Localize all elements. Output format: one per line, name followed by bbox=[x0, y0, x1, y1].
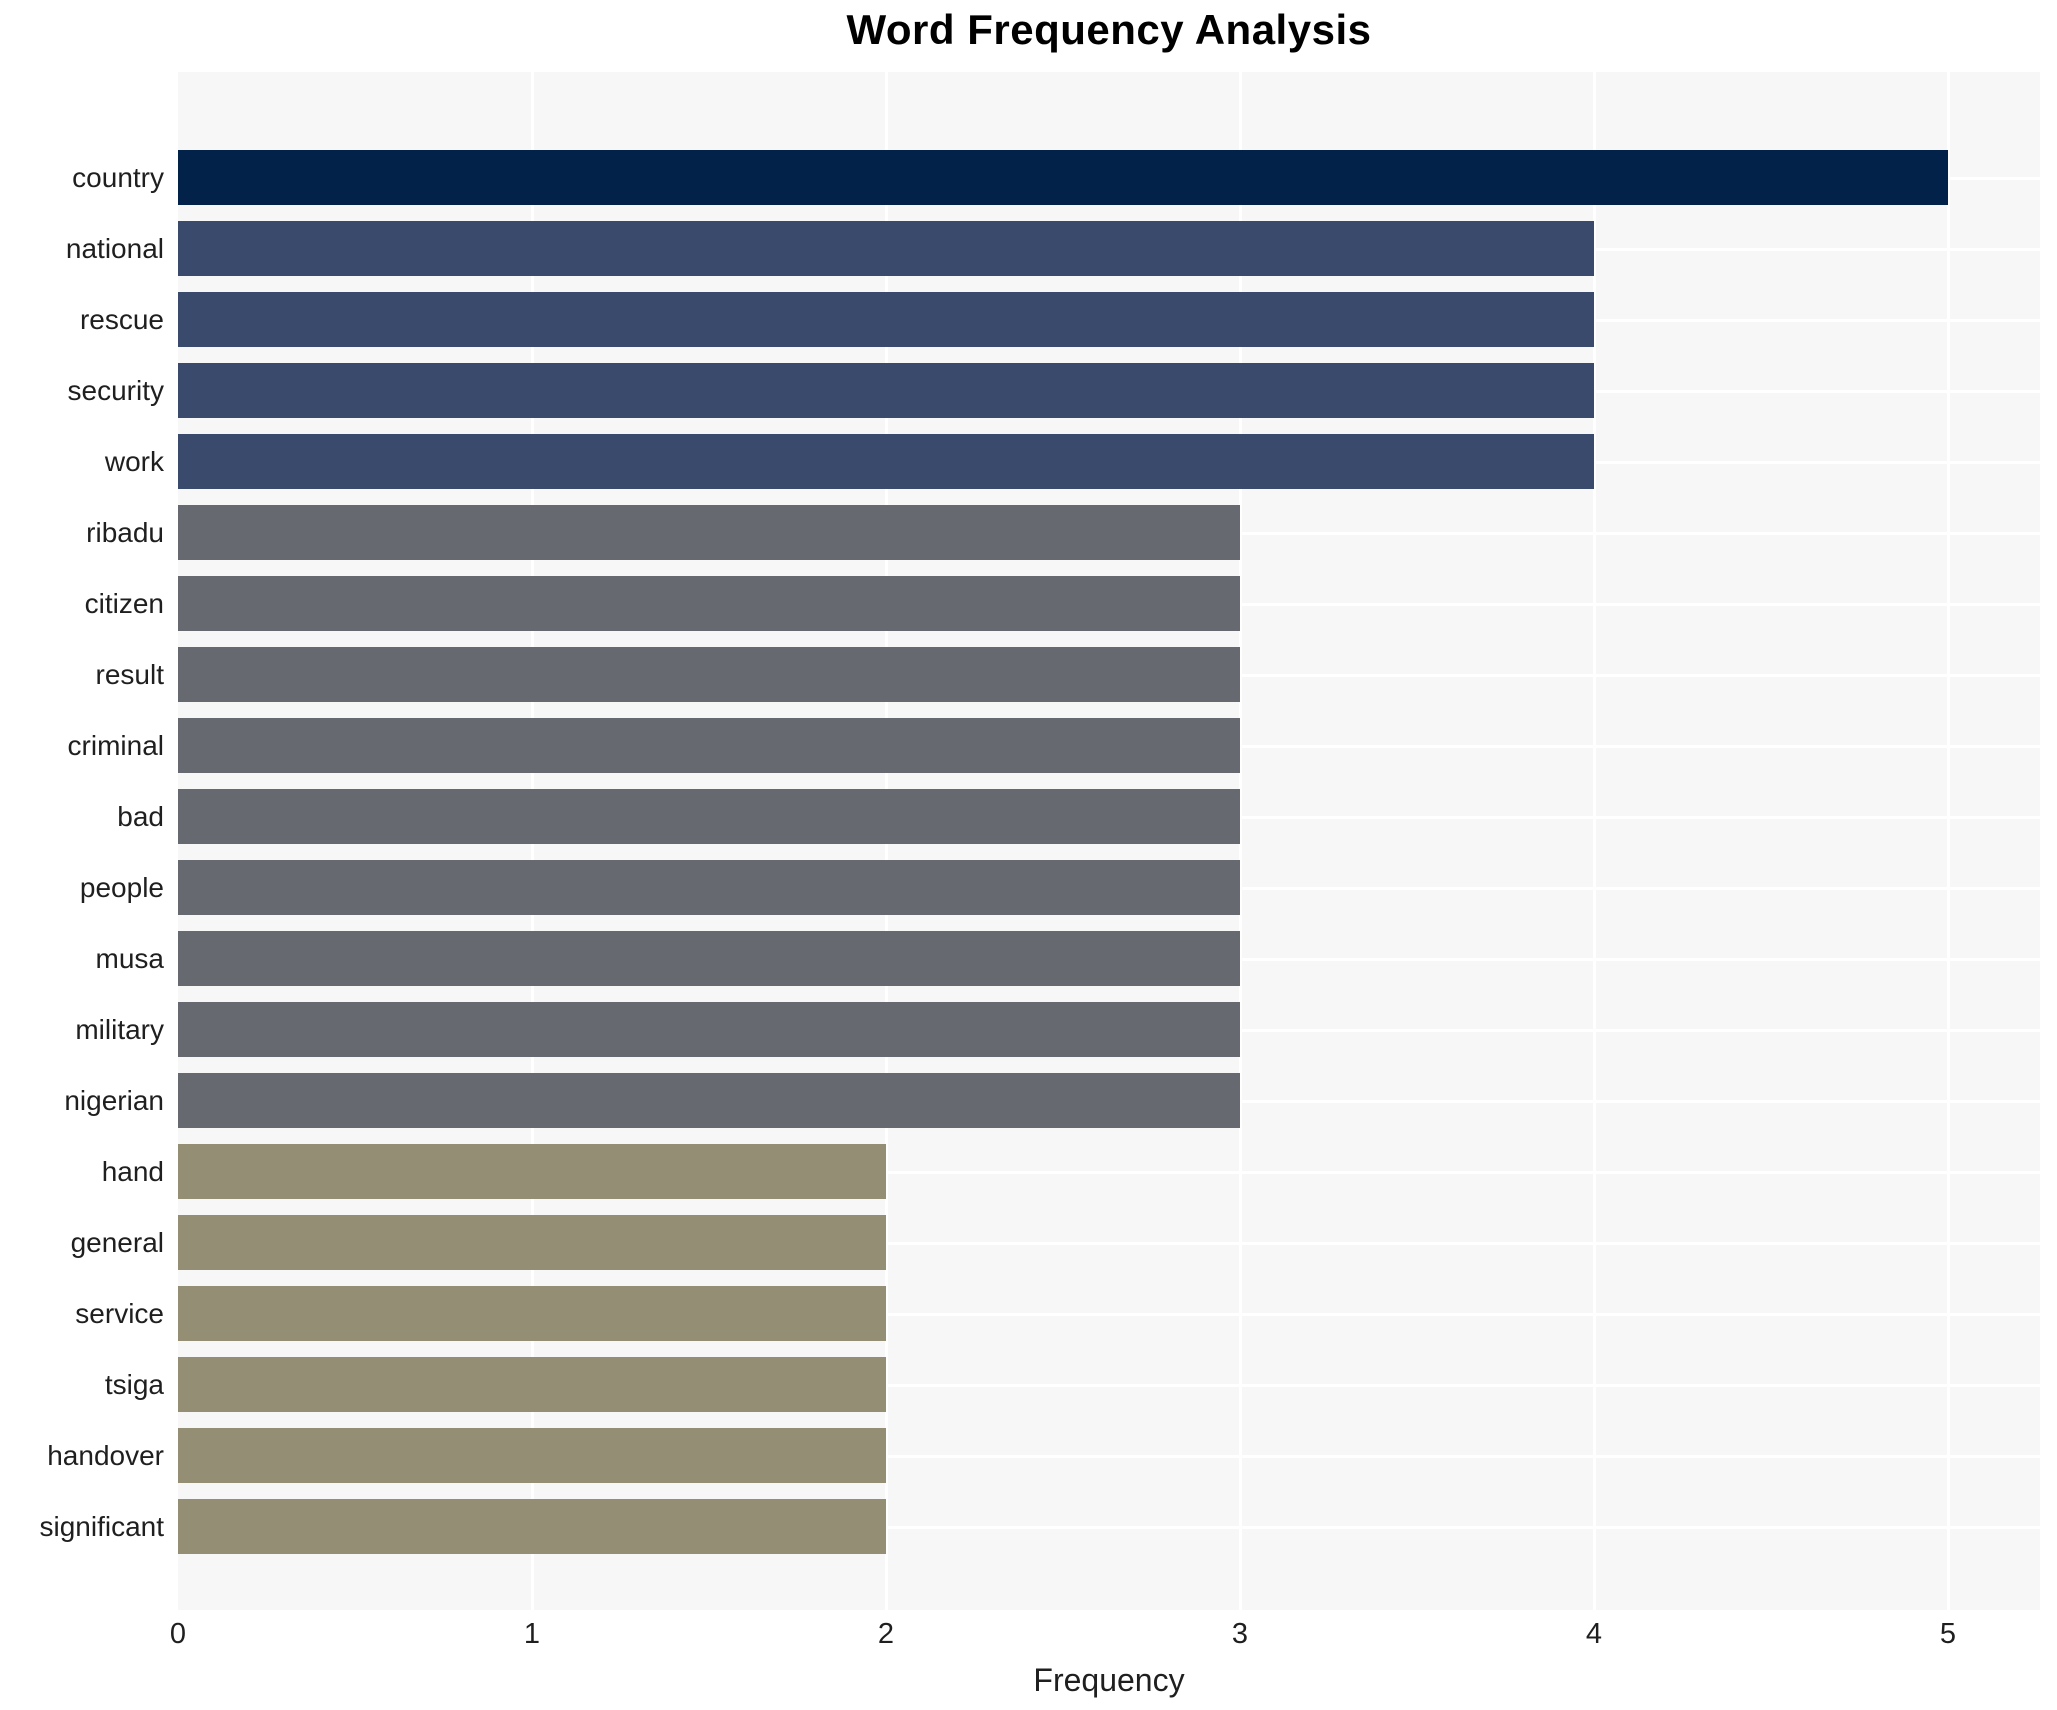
gridline-row bbox=[178, 1312, 2040, 1316]
bar-row-bad: bad bbox=[117, 781, 2040, 852]
bar-row-tsiga: tsiga bbox=[105, 1349, 2040, 1420]
frequency-bar-musa bbox=[178, 931, 1240, 986]
category-label-nigerian: nigerian bbox=[64, 1085, 164, 1116]
x-tick-0: 0 bbox=[169, 1618, 187, 1650]
gridline-row bbox=[178, 1525, 2040, 1529]
category-label-criminal: criminal bbox=[67, 730, 164, 761]
x-axis-ticks: 0 1 2 3 4 5 bbox=[170, 1618, 2040, 1658]
bar-rows: country national rescue security work ribadu c… bbox=[39, 142, 2040, 1562]
bar-row-ribadu: ribadu bbox=[86, 497, 2040, 568]
gridline-row bbox=[178, 1170, 2040, 1174]
category-label-citizen: citizen bbox=[84, 588, 164, 619]
frequency-bar-military bbox=[178, 1002, 1240, 1057]
category-label-tsiga: tsiga bbox=[104, 1369, 164, 1400]
bar-row-nigerian: nigerian bbox=[64, 1065, 2040, 1136]
bar-row-national: national bbox=[66, 213, 2040, 284]
frequency-bar-nigerian bbox=[178, 1073, 1240, 1128]
bar-row-handover: handover bbox=[47, 1420, 2040, 1491]
bar-row-result: result bbox=[96, 639, 2040, 710]
category-label-country: country bbox=[72, 162, 164, 193]
category-label-general: general bbox=[70, 1227, 164, 1258]
frequency-bar-hand bbox=[178, 1144, 886, 1199]
plot-area: country national rescue security work ribadu c… bbox=[39, 72, 2040, 1610]
bar-row-rescue: rescue bbox=[80, 284, 2040, 355]
frequency-bar-criminal bbox=[178, 718, 1240, 773]
frequency-bar-work bbox=[178, 434, 1594, 489]
frequency-bar-significant bbox=[178, 1499, 886, 1554]
frequency-bar-handover bbox=[178, 1428, 886, 1483]
x-tick-5: 5 bbox=[1939, 1618, 1957, 1650]
bar-row-musa: musa bbox=[96, 923, 2040, 994]
category-label-hand: hand bbox=[101, 1156, 164, 1187]
category-label-ribadu: ribadu bbox=[86, 517, 164, 548]
bar-row-criminal: criminal bbox=[68, 710, 2040, 781]
frequency-bar-ribadu bbox=[178, 505, 1240, 560]
category-label-musa: musa bbox=[95, 943, 164, 974]
gridline-row bbox=[178, 1383, 2040, 1387]
bar-row-general: general bbox=[71, 1207, 2040, 1278]
category-label-work: work bbox=[104, 446, 164, 477]
gridline-x-5 bbox=[1946, 72, 1950, 1610]
frequency-bar-rescue bbox=[178, 292, 1594, 347]
category-label-people: people bbox=[79, 872, 164, 903]
gridline-row bbox=[178, 1241, 2040, 1245]
category-label-service: service bbox=[75, 1298, 164, 1329]
bar-row-military: military bbox=[75, 994, 2040, 1065]
chart-title: Word Frequency Analysis bbox=[846, 6, 1372, 53]
x-axis-label: Frequency bbox=[1033, 1662, 1185, 1698]
category-label-handover: handover bbox=[47, 1440, 164, 1471]
x-tick-2: 2 bbox=[877, 1618, 895, 1650]
frequency-bar-general bbox=[178, 1215, 886, 1270]
frequency-bar-country bbox=[178, 150, 1948, 205]
category-label-rescue: rescue bbox=[79, 304, 164, 335]
x-tick-4: 4 bbox=[1585, 1618, 1603, 1650]
frequency-bar-service bbox=[178, 1286, 886, 1341]
gridline-row bbox=[178, 1454, 2040, 1458]
bar-row-people: people bbox=[80, 852, 2040, 923]
bar-row-security: security bbox=[68, 355, 2040, 426]
bar-row-work: work bbox=[105, 426, 2040, 497]
gridline-x-4 bbox=[1592, 72, 1596, 1610]
frequency-bar-people bbox=[178, 860, 1240, 915]
frequency-bar-result bbox=[178, 647, 1240, 702]
category-label-result: result bbox=[95, 659, 164, 690]
gridline-x-3 bbox=[1238, 72, 1242, 1610]
x-tick-3: 3 bbox=[1231, 1618, 1249, 1650]
bar-row-citizen: citizen bbox=[85, 568, 2040, 639]
frequency-bar-national bbox=[178, 221, 1594, 276]
bar-row-significant: significant bbox=[39, 1491, 2040, 1562]
frequency-bar-tsiga bbox=[178, 1357, 886, 1412]
bar-row-service: service bbox=[75, 1278, 2040, 1349]
bar-row-hand: hand bbox=[102, 1136, 2040, 1207]
bar-row-country: country bbox=[72, 142, 2040, 213]
frequency-bar-citizen bbox=[178, 576, 1240, 631]
category-label-national: national bbox=[65, 233, 164, 264]
frequency-bar-bad bbox=[178, 789, 1240, 844]
category-label-bad: bad bbox=[117, 801, 164, 832]
category-label-security: security bbox=[67, 375, 164, 406]
frequency-bar-security bbox=[178, 363, 1594, 418]
category-label-military: military bbox=[75, 1014, 164, 1045]
category-label-significant: significant bbox=[39, 1511, 164, 1542]
x-tick-1: 1 bbox=[523, 1618, 541, 1650]
